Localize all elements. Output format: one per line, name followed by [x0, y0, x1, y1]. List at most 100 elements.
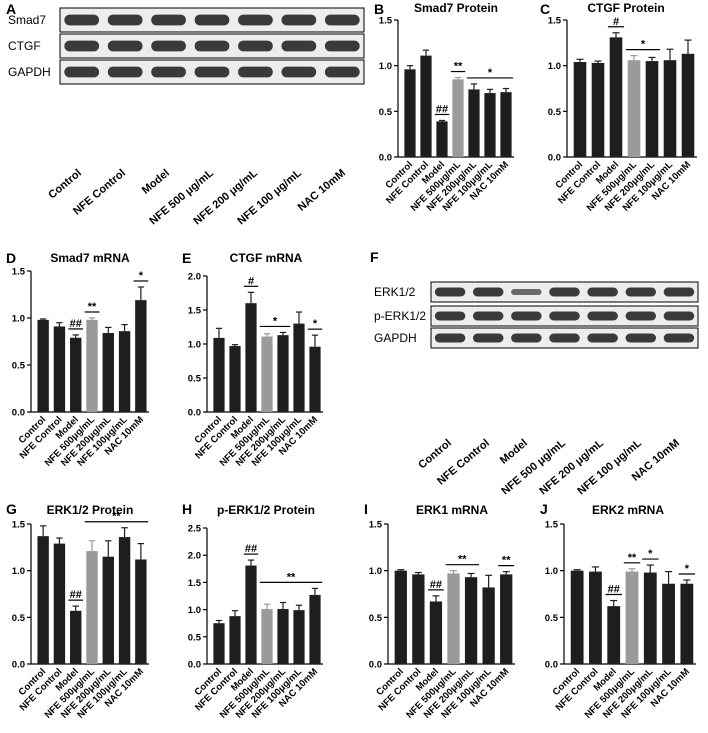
bar — [429, 601, 443, 664]
significance-marker: ## — [608, 584, 620, 596]
bar — [277, 609, 289, 664]
blot-band — [151, 14, 186, 26]
y-tick-label: 2.0 — [188, 551, 201, 562]
panel-label: B — [374, 1, 384, 17]
chart-title: CTGF mRNA — [230, 251, 303, 265]
blot-band — [64, 66, 100, 78]
bar — [293, 610, 305, 664]
bar — [681, 53, 695, 157]
bar — [625, 571, 639, 664]
significance-marker: * — [488, 67, 493, 79]
bar — [500, 92, 512, 157]
y-tick-label: 1.5 — [369, 520, 383, 531]
y-tick-label: 0.5 — [188, 374, 202, 385]
bar — [37, 536, 49, 664]
y-tick-label: 0.5 — [545, 613, 559, 624]
blot-lane-label: Model — [140, 167, 172, 197]
blot-band — [587, 333, 618, 343]
bar — [245, 303, 257, 412]
bar — [277, 335, 289, 412]
bar — [245, 565, 257, 664]
bar — [484, 93, 496, 157]
y-tick-label: 1.5 — [12, 267, 26, 278]
blot-band — [64, 14, 100, 26]
bar — [213, 337, 225, 412]
blot-band — [663, 333, 695, 343]
bar — [102, 556, 114, 664]
y-tick-label: 1.0 — [12, 314, 25, 325]
blot-band — [663, 311, 695, 321]
bar — [468, 89, 480, 157]
significance-marker: ** — [88, 301, 97, 313]
blot-band — [324, 66, 360, 78]
bar — [261, 609, 273, 664]
bar — [447, 573, 460, 664]
bar — [261, 336, 273, 412]
significance-marker: ## — [70, 318, 82, 330]
blot-band — [64, 40, 100, 52]
chart-title: CTGF Protein — [587, 1, 664, 15]
bar — [394, 570, 407, 664]
y-tick-label: 0.0 — [188, 408, 201, 419]
bar — [53, 326, 66, 412]
blot-band — [324, 14, 360, 26]
panel-label: I — [364, 501, 368, 517]
y-tick-label: 1.0 — [188, 605, 201, 616]
bar — [135, 559, 147, 664]
chart-title: p-ERK1/2 Protein — [217, 503, 315, 517]
y-tick-label: 2.5 — [188, 524, 202, 535]
y-tick-label: 1.0 — [545, 566, 558, 577]
significance-marker: ## — [245, 543, 257, 555]
chart-title: ERK1/2 Protein — [47, 503, 134, 517]
significance-marker: # — [613, 16, 619, 28]
y-tick-label: 0.5 — [12, 361, 26, 372]
panel-label: C — [540, 1, 550, 17]
blot-lane-label: NFE 100 μg/mL — [575, 437, 644, 497]
blot-band — [434, 311, 466, 321]
bar — [645, 61, 659, 157]
y-tick-label: 1.0 — [548, 61, 561, 72]
blot-band — [625, 287, 657, 297]
bar — [412, 574, 425, 664]
blot-band — [281, 40, 317, 52]
bar — [607, 606, 621, 664]
blot-band — [625, 333, 657, 343]
bar — [482, 587, 495, 664]
blot-band — [472, 287, 504, 297]
blot-band — [511, 333, 542, 343]
chart-title: Smad7 Protein — [414, 1, 498, 15]
blot-band — [194, 40, 230, 52]
y-tick-label: 1.0 — [369, 566, 382, 577]
blot-band — [587, 287, 618, 297]
bar — [643, 572, 657, 664]
blot-band — [238, 40, 273, 52]
bar — [570, 570, 584, 664]
blot-band — [549, 311, 580, 321]
chart-title: ERK2 mRNA — [592, 503, 664, 517]
bar — [229, 616, 241, 664]
blot-lane-label: Control — [46, 167, 84, 201]
bar — [70, 610, 82, 664]
y-tick-label: 0.5 — [548, 107, 562, 118]
blot-row-label: p-ERK1/2 — [374, 309, 426, 323]
y-tick-label: 1.0 — [188, 340, 201, 351]
significance-marker: * — [273, 315, 278, 327]
bar — [118, 537, 131, 664]
blot-band — [238, 66, 273, 78]
bar — [53, 543, 66, 664]
significance-marker: ** — [458, 554, 467, 566]
bar — [86, 319, 98, 412]
y-tick-label: 1.5 — [12, 520, 26, 531]
bar — [609, 37, 623, 157]
bar — [420, 55, 432, 158]
blot-band — [194, 66, 230, 78]
blot-band — [549, 333, 580, 343]
blot-row-label: ERK1/2 — [374, 285, 416, 299]
y-tick-label: 1.5 — [545, 520, 559, 531]
